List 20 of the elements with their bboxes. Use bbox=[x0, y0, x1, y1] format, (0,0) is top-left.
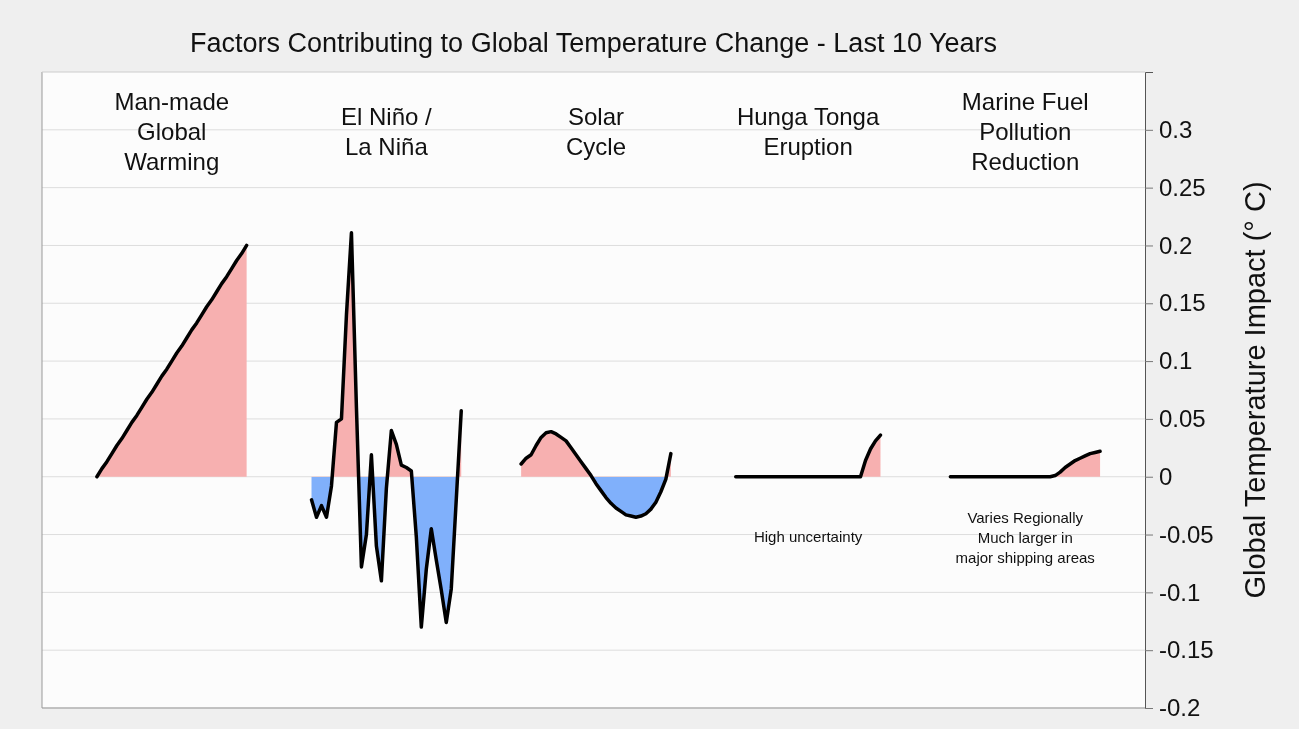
annotation: El Niño / La Niña bbox=[341, 103, 433, 160]
y-tick-label: 0 bbox=[1159, 462, 1173, 490]
annotation: High uncertainty bbox=[753, 528, 863, 545]
y-tick-label: -0.1 bbox=[1159, 578, 1201, 606]
y-tick-label: 0.05 bbox=[1159, 405, 1206, 433]
y-axis-title: Global Temperature Impact (° C) bbox=[1239, 181, 1271, 599]
annotation: Marine Fuel Pollution Reduction bbox=[961, 88, 1089, 175]
y-tick-label: 0.15 bbox=[1159, 289, 1206, 317]
y-tick-label: 0.1 bbox=[1159, 347, 1193, 375]
chart-title: Factors Contributing to Global Temperature Change - Last 10 Years bbox=[190, 28, 997, 58]
annotation: Varies Regionally Much larger in major shipping areas bbox=[955, 509, 1095, 566]
y-tick-label: -0.05 bbox=[1159, 520, 1214, 548]
annotation: Man-made Global Warming bbox=[114, 88, 230, 175]
y-tick-label: -0.15 bbox=[1159, 636, 1214, 664]
y-tick-label: 0.25 bbox=[1159, 173, 1206, 201]
annotation: Hunga Tonga Eruption bbox=[736, 103, 880, 160]
y-tick-label: 0.3 bbox=[1159, 116, 1193, 143]
annotation: Solar Cycle bbox=[565, 103, 626, 160]
y-tick-label: -0.2 bbox=[1159, 694, 1201, 722]
y-tick-label: 0.2 bbox=[1159, 231, 1193, 259]
